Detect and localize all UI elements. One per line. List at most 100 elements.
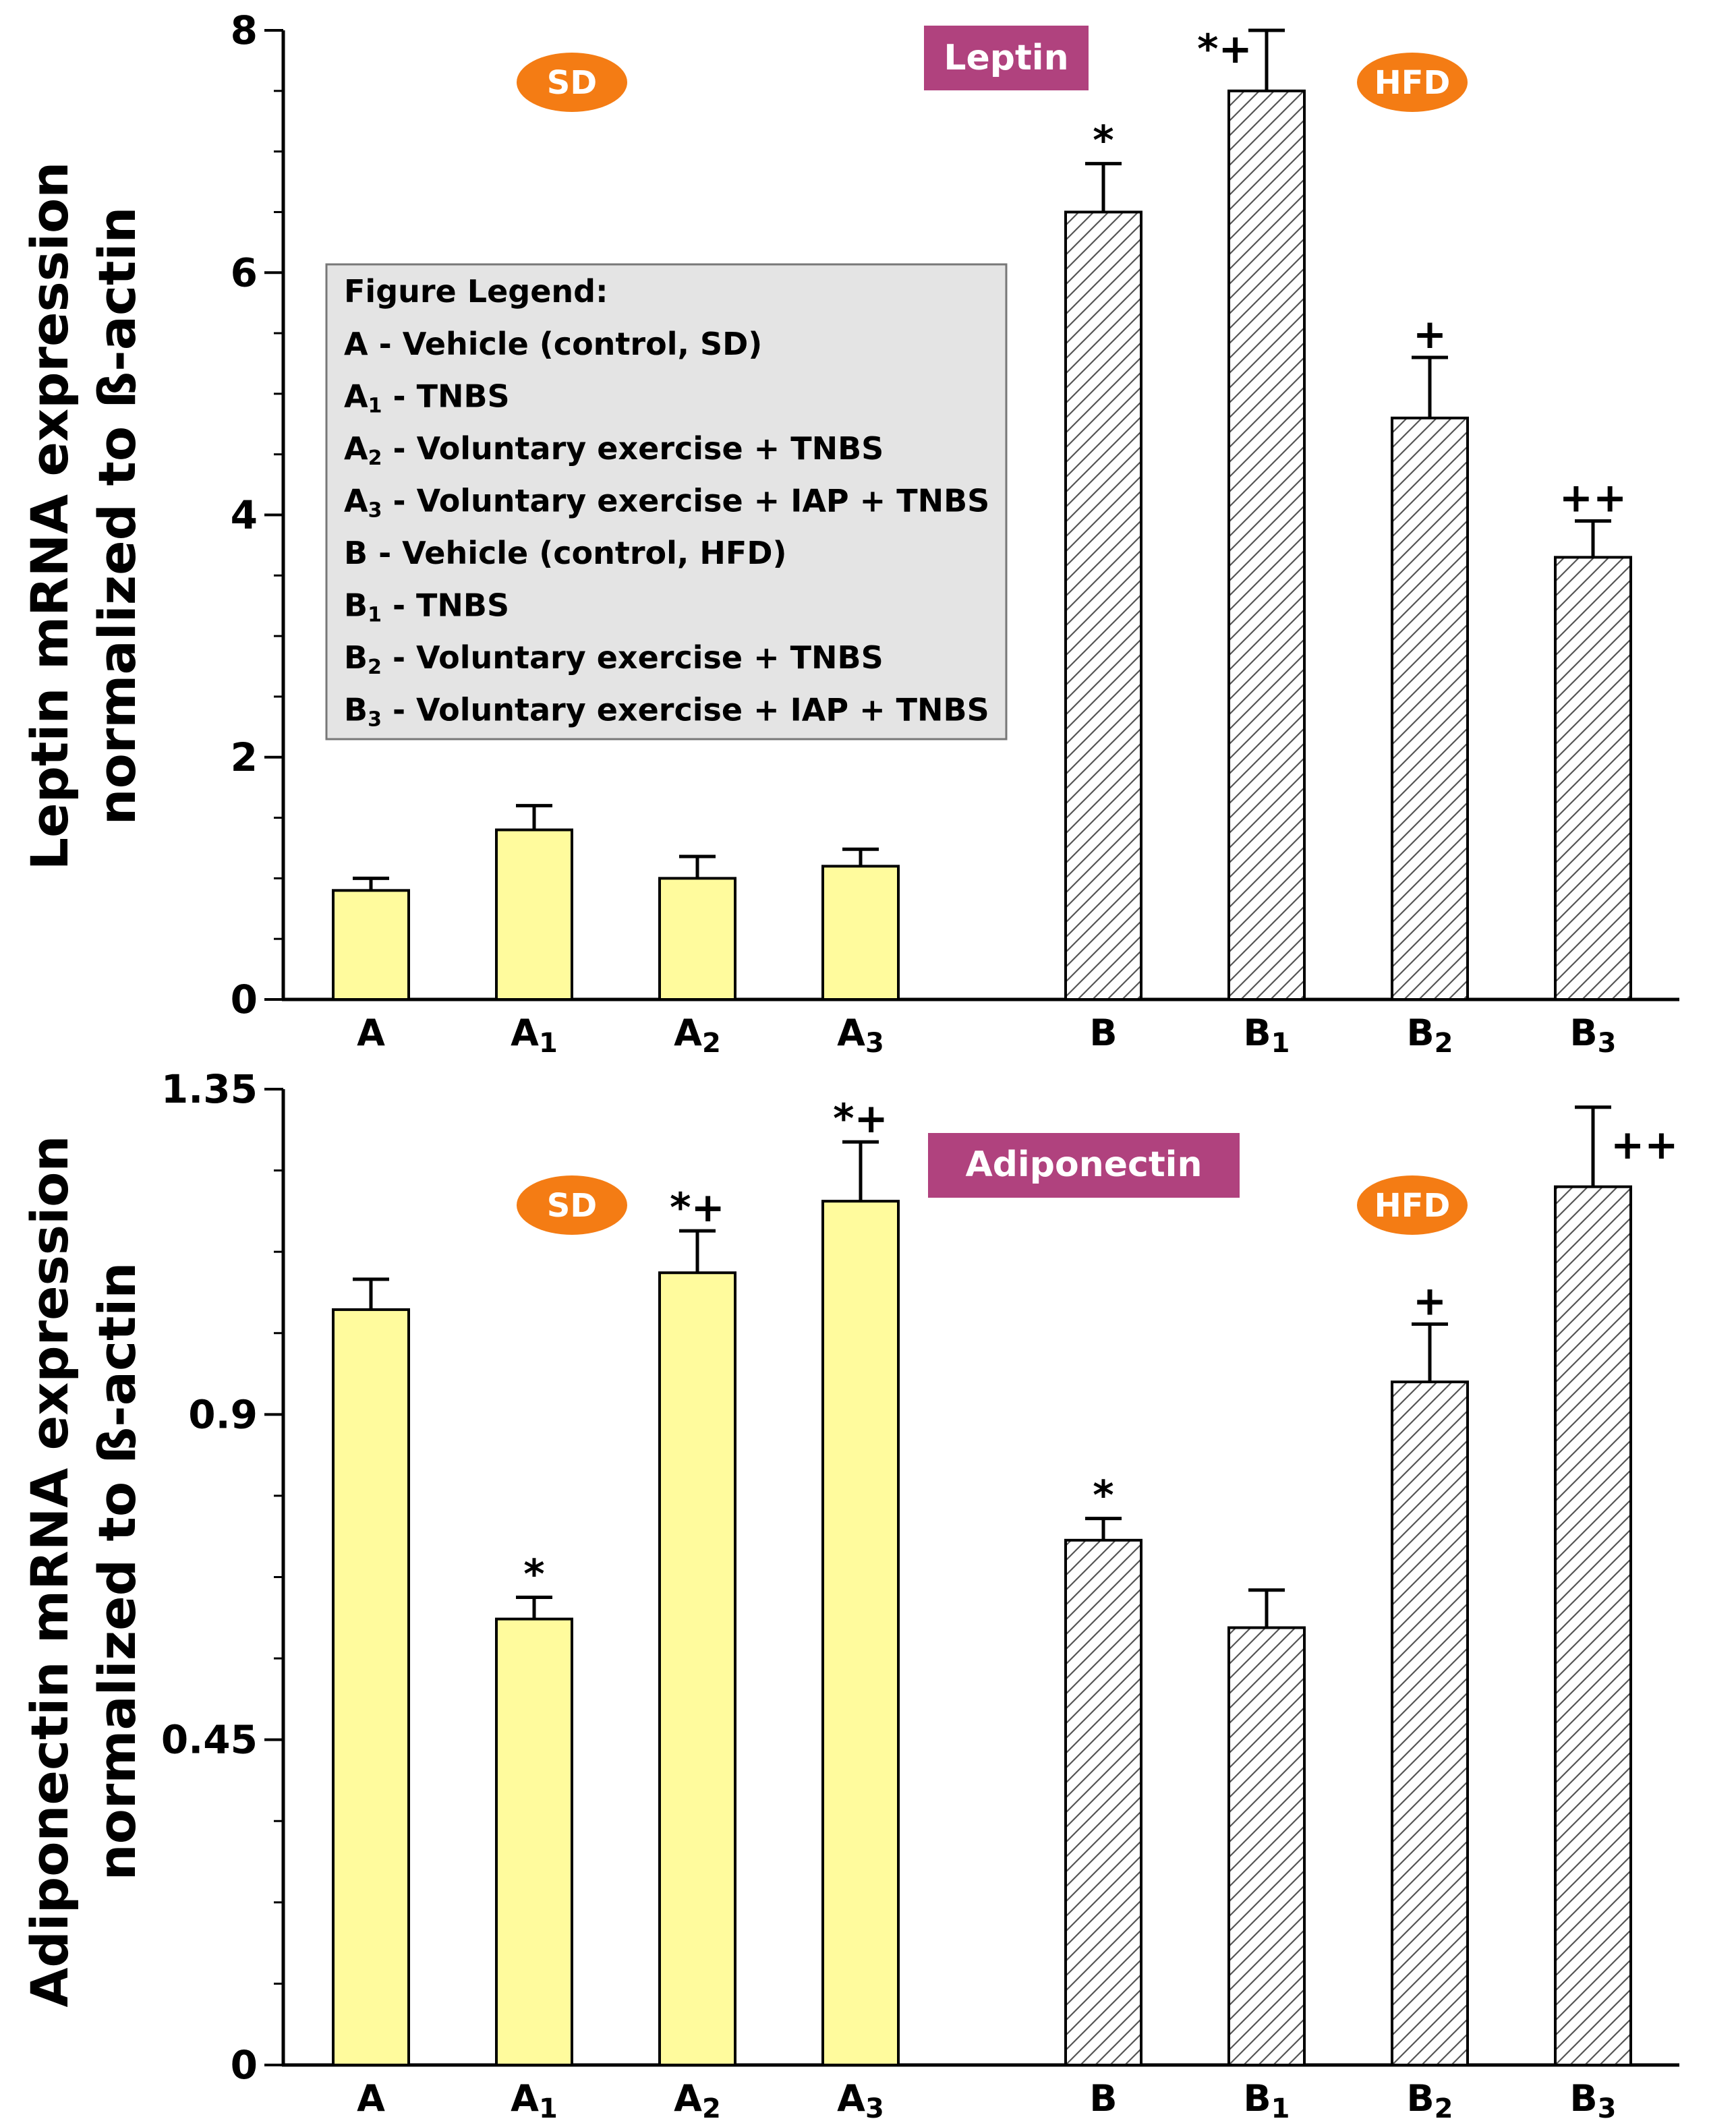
leptin-y-tick-label: 8 bbox=[231, 7, 258, 53]
adiponectin-bar-a3 bbox=[821, 1200, 900, 2066]
adiponectin-bar-b1 bbox=[1227, 1626, 1306, 2066]
legend-item: B - Vehicle (control, HFD) bbox=[344, 535, 787, 571]
leptin-x-tick-label: A bbox=[357, 1012, 385, 1054]
adiponectin-x-tick-label-subscript: 3 bbox=[1598, 2093, 1617, 2123]
leptin-x-tick-label-base: B bbox=[1243, 1012, 1271, 1054]
leptin-badge-bg bbox=[924, 26, 1089, 90]
leptin-x-tick-label: B2 bbox=[1406, 1012, 1453, 1059]
leptin-significance-marker: *+ bbox=[1197, 26, 1252, 73]
adiponectin-bar-a1 bbox=[495, 1617, 573, 2067]
adiponectin-y-axis-title-line1: Adiponectin mRNA expression bbox=[20, 1136, 80, 2008]
leptin-x-tick-label-base: B bbox=[1406, 1012, 1434, 1054]
leptin-significance-marker: + bbox=[1413, 311, 1447, 358]
adiponectin-bar-b3 bbox=[1554, 1185, 1632, 2066]
legend-item-text: - Vehicle (control, SD) bbox=[368, 326, 763, 362]
adiponectin-badge-bg bbox=[928, 1133, 1240, 1198]
legend-item-base: A bbox=[344, 326, 368, 362]
adiponectin-x-tick-label-base: A bbox=[674, 2077, 702, 2120]
legend-item-base: B bbox=[344, 639, 368, 676]
figure-legend-box bbox=[325, 263, 1008, 740]
leptin-x-tick-label-subscript: 3 bbox=[865, 1028, 884, 1059]
leptin-x-tick-label: B1 bbox=[1243, 1012, 1290, 1059]
leptin-x-tick-label-subscript: 2 bbox=[1435, 1028, 1453, 1059]
adiponectin-x-tick-label-base: A bbox=[511, 2077, 539, 2120]
leptin-x-tick-label: A3 bbox=[837, 1012, 884, 1059]
legend-item-text: - Voluntary exercise + IAP + TNBS bbox=[382, 483, 989, 519]
legend-item: A3 - Voluntary exercise + IAP + TNBS bbox=[344, 483, 989, 523]
adiponectin-hfd-oval bbox=[1357, 1175, 1468, 1235]
legend-item: A2 - Voluntary exercise + TNBS bbox=[344, 430, 884, 470]
adiponectin-x-tick-label-base: B bbox=[1406, 2077, 1434, 2120]
leptin-bar-a2 bbox=[658, 877, 736, 1001]
leptin-x-tick-label: B3 bbox=[1569, 1012, 1616, 1059]
leptin-y-tick-label: 6 bbox=[231, 250, 258, 295]
leptin-x-tick-label-base: A bbox=[357, 1012, 385, 1054]
leptin-hfd-marker: HFD bbox=[1357, 53, 1468, 112]
legend-item-subscript: 3 bbox=[368, 708, 382, 732]
leptin-x-tick-label-subscript: 1 bbox=[539, 1028, 558, 1059]
adiponectin-sd-marker: SD bbox=[517, 1175, 627, 1235]
adiponectin-bar-b2 bbox=[1391, 1380, 1469, 2067]
legend-item: A1 - TNBS bbox=[344, 378, 510, 418]
adiponectin-x-tick-label-subscript: 3 bbox=[865, 2093, 884, 2123]
leptin-x-tick-label-subscript: 1 bbox=[1271, 1028, 1290, 1059]
leptin-x-tick-label: B bbox=[1089, 1012, 1117, 1054]
adiponectin-x-tick-label-subscript: 1 bbox=[539, 2093, 558, 2123]
legend-item-base: A bbox=[344, 483, 368, 519]
adiponectin-bar-b bbox=[1064, 1538, 1142, 2066]
adiponectin-x-tick-label-base: B bbox=[1569, 2077, 1597, 2120]
adiponectin-x-tick-label-base: A bbox=[837, 2077, 865, 2120]
leptin-y-tick-label: 4 bbox=[231, 492, 258, 538]
leptin-y-tick-label: 2 bbox=[231, 734, 258, 780]
adiponectin-significance-marker: ++ bbox=[1611, 1122, 1679, 1169]
leptin-title-badge: Leptin bbox=[924, 26, 1089, 90]
leptin-badge-label: Leptin bbox=[944, 38, 1068, 78]
leptin-significance-marker: ++ bbox=[1559, 474, 1627, 521]
adiponectin-x-tick-label-subscript: 2 bbox=[1435, 2093, 1453, 2123]
legend-item-subscript: 3 bbox=[368, 499, 382, 523]
leptin-sd-marker: SD bbox=[517, 53, 627, 112]
adiponectin-y-tick-label: 0.45 bbox=[161, 1717, 258, 1763]
adiponectin-y-axis-title-line2: normalized to ß-actin bbox=[87, 1262, 147, 1880]
leptin-bar-a3 bbox=[821, 865, 900, 1001]
adiponectin-y-tick-label: 1.35 bbox=[161, 1066, 258, 1112]
adiponectin-significance-marker: * bbox=[1093, 1472, 1113, 1519]
adiponectin-sd-oval bbox=[517, 1175, 627, 1235]
legend-item-text: - TNBS bbox=[382, 587, 509, 624]
legend-item: B3 - Voluntary exercise + IAP + TNBS bbox=[344, 692, 989, 732]
legend-item-base: A bbox=[344, 430, 368, 467]
adiponectin-y-tick-label: 0 bbox=[231, 2042, 258, 2088]
adiponectin-x-tick-label: B3 bbox=[1569, 2077, 1616, 2123]
legend-item-text: - TNBS bbox=[382, 378, 509, 415]
legend-item-subscript: 2 bbox=[368, 656, 382, 679]
adiponectin-x-tick-label-base: B bbox=[1089, 2077, 1117, 2120]
leptin-x-tick-label-base: B bbox=[1089, 1012, 1117, 1054]
adiponectin-x-tick-label-subscript: 2 bbox=[702, 2093, 721, 2123]
adiponectin-panel: 00.450.91.35 A*A1*+A2*+A3*B B1+B2++B3 Adi… bbox=[20, 1066, 1679, 2123]
leptin-hfd-oval bbox=[1357, 53, 1468, 112]
leptin-sd-oval bbox=[517, 53, 627, 112]
leptin-bar-b3 bbox=[1554, 556, 1632, 1001]
adiponectin-bar-a2 bbox=[658, 1271, 736, 2066]
leptin-y-axis-title-line1: Leptin mRNA expression bbox=[20, 162, 80, 871]
leptin-bar-a bbox=[332, 889, 410, 1001]
adiponectin-x-tick-label: B2 bbox=[1406, 2077, 1453, 2123]
leptin-x-tick-label-base: A bbox=[674, 1012, 702, 1054]
legend-item-base: B bbox=[344, 587, 368, 624]
legend-item-text: - Vehicle (control, HFD) bbox=[368, 535, 786, 571]
legend-item-text: - Voluntary exercise + TNBS bbox=[382, 430, 884, 467]
adiponectin-badge-label: Adiponectin bbox=[965, 1144, 1202, 1185]
adiponectin-hfd-marker: HFD bbox=[1357, 1175, 1468, 1235]
leptin-x-tick-label: A1 bbox=[511, 1012, 558, 1059]
adiponectin-title-badge: Adiponectin bbox=[928, 1133, 1240, 1198]
adiponectin-x-tick-label: A1 bbox=[511, 2077, 558, 2123]
adiponectin-significance-marker: *+ bbox=[833, 1095, 888, 1142]
leptin-y-axis-title-line2: normalized to ß-actin bbox=[87, 206, 147, 825]
leptin-bars: A A1 A2 A3*B*+B1+B2++B3 bbox=[332, 26, 1632, 1059]
legend-item-subscript: 1 bbox=[368, 604, 382, 627]
leptin-x-tick-label-base: A bbox=[837, 1012, 865, 1054]
leptin-x-tick-label-subscript: 3 bbox=[1598, 1028, 1617, 1059]
adiponectin-bars: A*A1*+A2*+A3*B B1+B2++B3 bbox=[332, 1095, 1679, 2123]
